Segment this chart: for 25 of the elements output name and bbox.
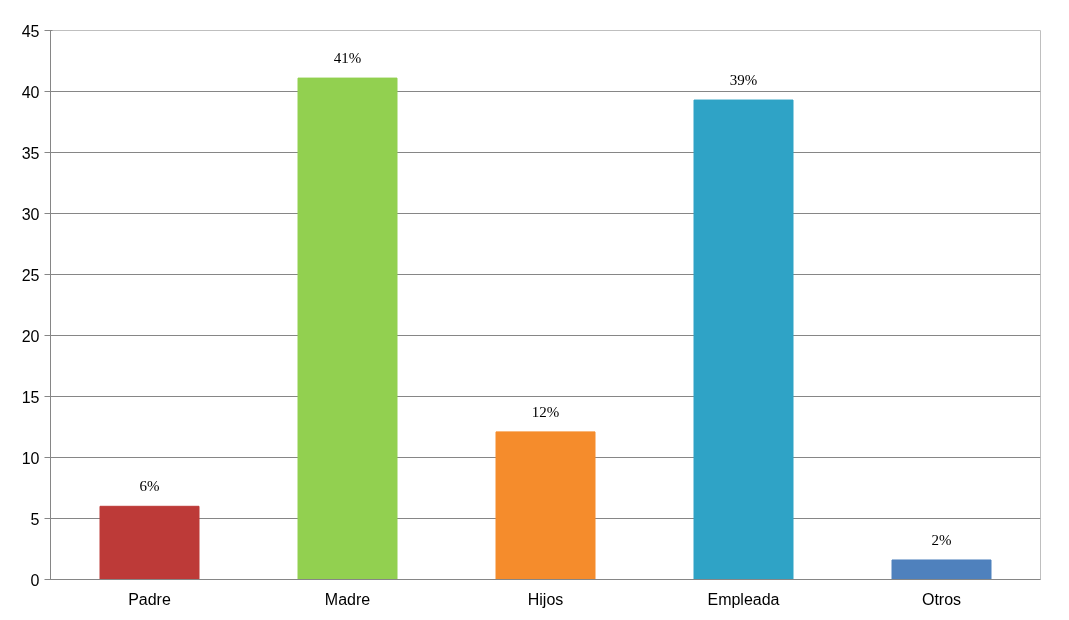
- y-tick-label: 5: [30, 510, 40, 528]
- bar: [693, 99, 794, 580]
- y-tick-label: 20: [21, 327, 40, 345]
- y-tick-label: 25: [21, 266, 40, 284]
- y-tick-label: 10: [21, 449, 40, 467]
- x-tick-label: Empleada: [707, 590, 780, 608]
- data-label: 41%: [333, 50, 362, 67]
- y-tick-label: 45: [21, 22, 40, 40]
- x-tick-label: Hijos: [527, 590, 564, 608]
- data-label: 6%: [139, 478, 160, 495]
- bar: [495, 431, 596, 580]
- bar: [99, 505, 200, 580]
- x-tick-label: Otros: [921, 590, 962, 608]
- y-tick-label: 40: [21, 83, 40, 101]
- data-label: 12%: [531, 403, 560, 420]
- y-tick-label: 35: [21, 144, 40, 162]
- y-tick-label: 0: [30, 571, 40, 589]
- data-label: 39%: [729, 72, 758, 89]
- y-tick-label: 30: [21, 205, 40, 223]
- y-tick-label: 15: [21, 388, 40, 406]
- x-tick-label: Madre: [324, 590, 371, 608]
- data-label: 2%: [931, 531, 952, 548]
- bar: [297, 77, 398, 580]
- bar: [891, 559, 992, 580]
- x-tick-label: Padre: [128, 590, 171, 608]
